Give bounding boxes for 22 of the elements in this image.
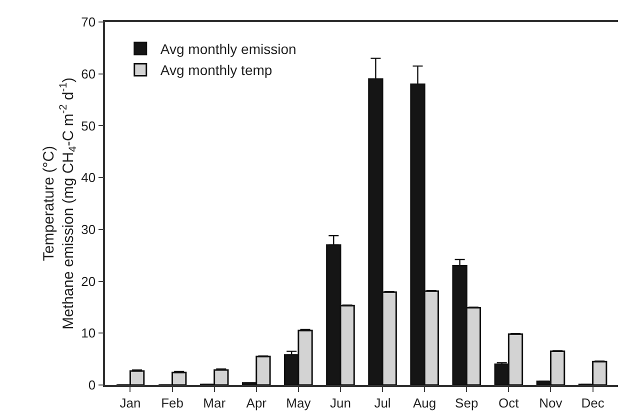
y-tick-label: 40: [81, 170, 96, 186]
x-tick-label: Jun: [330, 395, 351, 410]
x-tick-label: Apr: [246, 395, 268, 410]
x-tick-label: Jan: [120, 395, 141, 410]
y-tick-label: 60: [81, 66, 96, 82]
legend-label: Avg monthly emission: [160, 40, 296, 57]
y-tick-label: 10: [81, 326, 96, 341]
y-tick-label: 70: [81, 14, 96, 30]
x-tick-label: May: [286, 395, 312, 410]
y-tick-label: 20: [81, 274, 96, 289]
y-tick-label: 30: [81, 222, 96, 237]
x-tick-label: Mar: [203, 395, 226, 410]
x-tick-label: Feb: [161, 395, 184, 410]
x-tick-label: Oct: [498, 395, 520, 410]
x-tick-label: Aug: [413, 395, 436, 410]
x-tick-label: Jul: [374, 395, 391, 410]
x-tick-label: Dec: [581, 395, 605, 410]
y-tick-label: 50: [81, 118, 96, 134]
x-tick-label: Nov: [539, 395, 563, 410]
x-tick-label: Sep: [455, 395, 478, 410]
legend-label: Avg monthly temp: [160, 62, 272, 78]
y-tick-label: 0: [88, 378, 96, 393]
